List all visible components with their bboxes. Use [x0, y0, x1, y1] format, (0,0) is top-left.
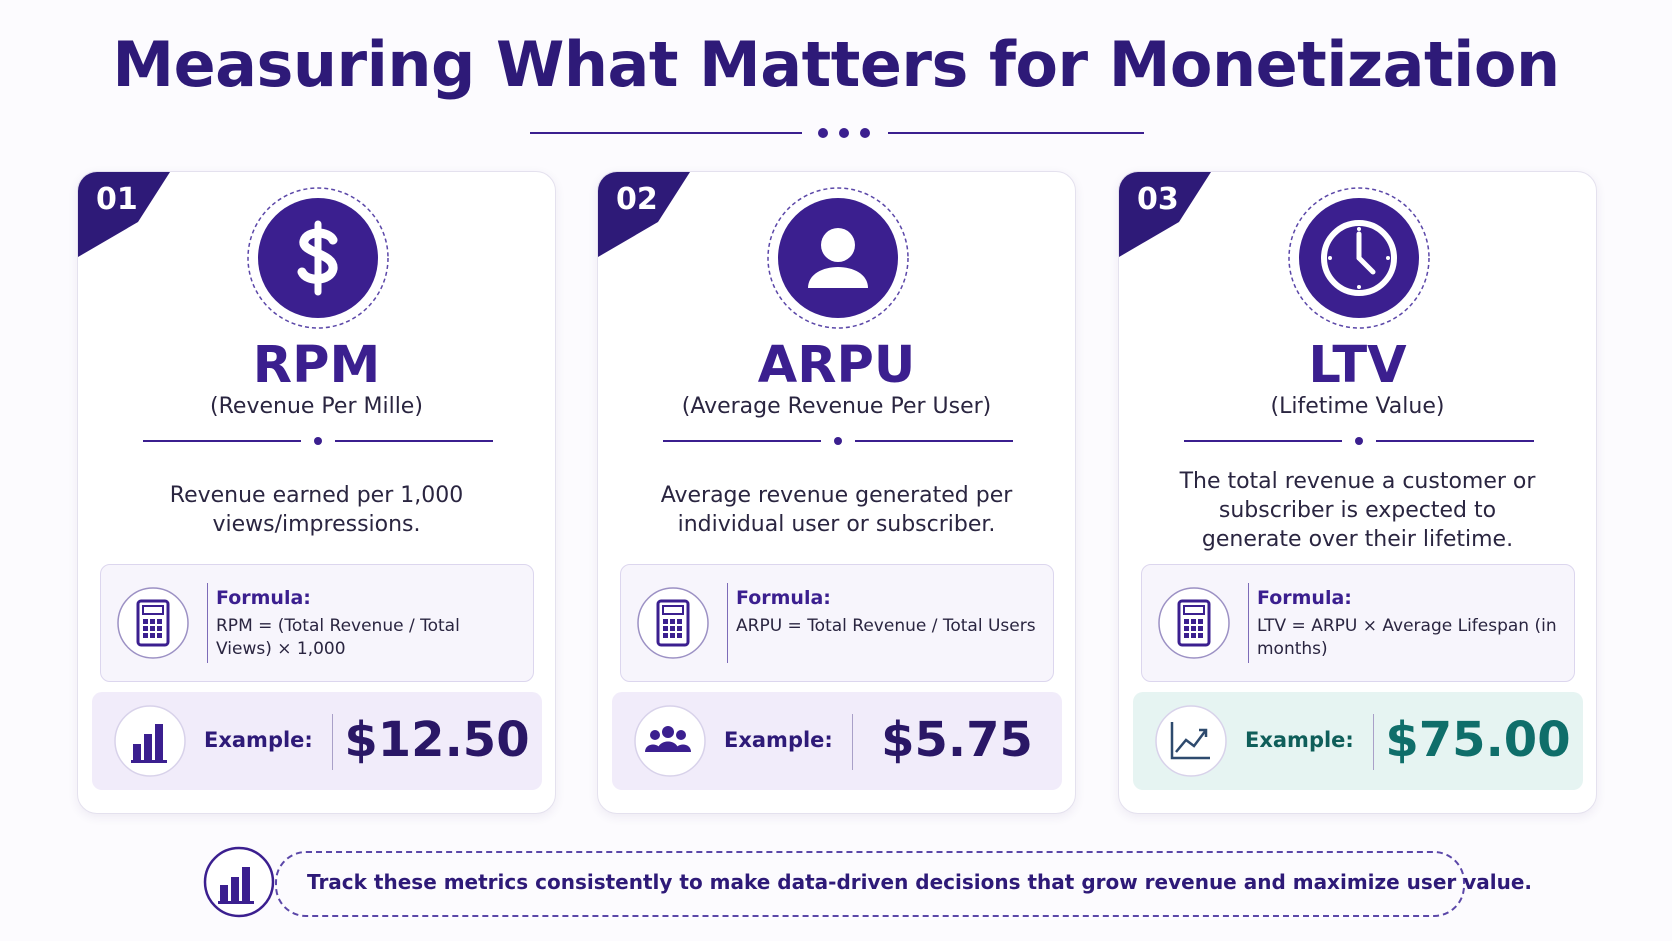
- example-label: Example:: [724, 728, 833, 752]
- separator: [1373, 714, 1374, 770]
- formula-label: Formula:: [216, 587, 311, 609]
- example-value: $75.00: [1385, 712, 1571, 768]
- separator: [1248, 583, 1249, 663]
- example-box: Example: $12.50: [92, 692, 542, 790]
- example-label: Example:: [1245, 728, 1354, 752]
- footer-icon: [203, 846, 275, 918]
- example-icon: [114, 705, 186, 777]
- calculator-icon: [117, 587, 189, 659]
- example-icon: [634, 705, 706, 777]
- formula-label: Formula:: [736, 587, 831, 609]
- example-value: $12.50: [344, 712, 530, 768]
- example-box: Example: $5.75: [612, 692, 1062, 790]
- formula-box: Formula: LTV = ARPU × Average Lifespan (…: [1141, 564, 1575, 682]
- card-number: 03: [1137, 182, 1179, 217]
- separator: [852, 714, 853, 770]
- metric-description: Average revenue generated per individual…: [660, 483, 1013, 537]
- metric-full-name: (Revenue Per Mille): [210, 394, 423, 419]
- metric-card: 02 ARPU (Average Revenue Per User) Avera…: [597, 171, 1076, 814]
- card-graphics: [78, 172, 493, 445]
- calculator-icon: [637, 587, 709, 659]
- metric-full-name: (Average Revenue Per User): [681, 394, 992, 419]
- metric-card: 01 RPM (Revenue Per Mille) Revenue earne…: [77, 171, 556, 814]
- metric-card: 03 LTV (Lifetime Value) The total revenu…: [1118, 171, 1597, 814]
- separator: [332, 714, 333, 770]
- card-graphics: [598, 172, 1013, 445]
- card-number: 02: [616, 182, 658, 217]
- separator: [727, 583, 728, 663]
- formula-label: Formula:: [1257, 587, 1352, 609]
- example-icon: [1155, 705, 1227, 777]
- separator: [207, 583, 208, 663]
- page-title: Measuring What Matters for Monetization: [112, 28, 1560, 101]
- card-graphics: [1119, 172, 1534, 445]
- example-label: Example:: [204, 728, 313, 752]
- metric-acronym: LTV: [1308, 336, 1407, 395]
- card-number: 01: [96, 182, 138, 217]
- metric-description: Revenue earned per 1,000 views/impressio…: [169, 483, 464, 537]
- metric-acronym: RPM: [252, 336, 381, 395]
- metric-acronym: ARPU: [757, 336, 916, 395]
- formula-text: RPM = (Total Revenue / Total Views) × 1,…: [216, 616, 460, 659]
- title-divider: [530, 128, 1144, 138]
- formula-box: Formula: ARPU = Total Revenue / Total Us…: [620, 564, 1054, 682]
- calculator-icon: [1158, 587, 1230, 659]
- formula-text: LTV = ARPU × Average Lifespan (in months…: [1257, 616, 1557, 659]
- formula-box: Formula: RPM = (Total Revenue / Total Vi…: [100, 564, 534, 682]
- footer-pill: [275, 851, 1465, 917]
- footer-text: Track these metrics consistently to make…: [307, 870, 1532, 894]
- formula-text: ARPU = Total Revenue / Total Users: [736, 616, 1036, 636]
- example-value: $5.75: [881, 712, 1033, 768]
- metric-description: The total revenue a customer or subscrib…: [1179, 468, 1536, 552]
- metric-full-name: (Lifetime Value): [1270, 394, 1445, 419]
- example-box: Example: $75.00: [1133, 692, 1583, 790]
